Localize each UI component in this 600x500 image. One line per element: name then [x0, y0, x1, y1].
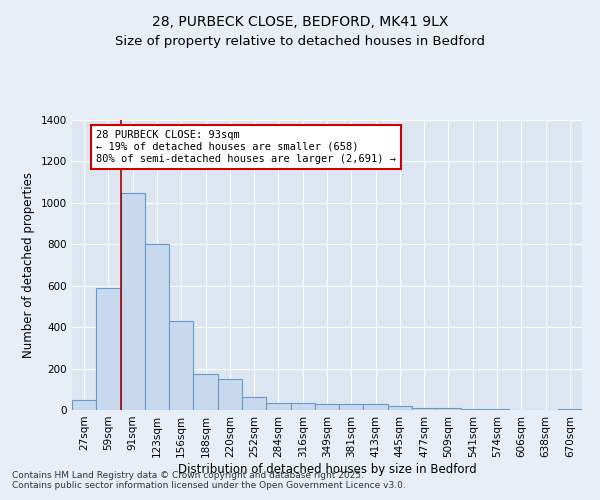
Bar — [412, 408, 436, 410]
Bar — [96, 288, 121, 410]
Bar — [218, 379, 242, 410]
Bar — [72, 400, 96, 410]
Text: Contains HM Land Registry data © Crown copyright and database right 2025.
Contai: Contains HM Land Registry data © Crown c… — [12, 470, 406, 490]
Bar — [364, 404, 388, 410]
Bar — [485, 409, 509, 410]
Bar — [145, 244, 169, 410]
Bar — [461, 409, 485, 410]
Bar — [388, 406, 412, 410]
Bar — [242, 396, 266, 410]
Bar — [169, 321, 193, 410]
Bar — [315, 404, 339, 410]
Text: 28 PURBECK CLOSE: 93sqm
← 19% of detached houses are smaller (658)
80% of semi-d: 28 PURBECK CLOSE: 93sqm ← 19% of detache… — [96, 130, 396, 164]
Bar — [436, 408, 461, 410]
X-axis label: Distribution of detached houses by size in Bedford: Distribution of detached houses by size … — [178, 462, 476, 475]
Bar — [290, 403, 315, 410]
Text: Size of property relative to detached houses in Bedford: Size of property relative to detached ho… — [115, 35, 485, 48]
Bar — [266, 403, 290, 410]
Y-axis label: Number of detached properties: Number of detached properties — [22, 172, 35, 358]
Bar — [339, 404, 364, 410]
Bar — [121, 192, 145, 410]
Text: 28, PURBECK CLOSE, BEDFORD, MK41 9LX: 28, PURBECK CLOSE, BEDFORD, MK41 9LX — [152, 15, 448, 29]
Bar — [193, 374, 218, 410]
Bar — [558, 409, 582, 410]
